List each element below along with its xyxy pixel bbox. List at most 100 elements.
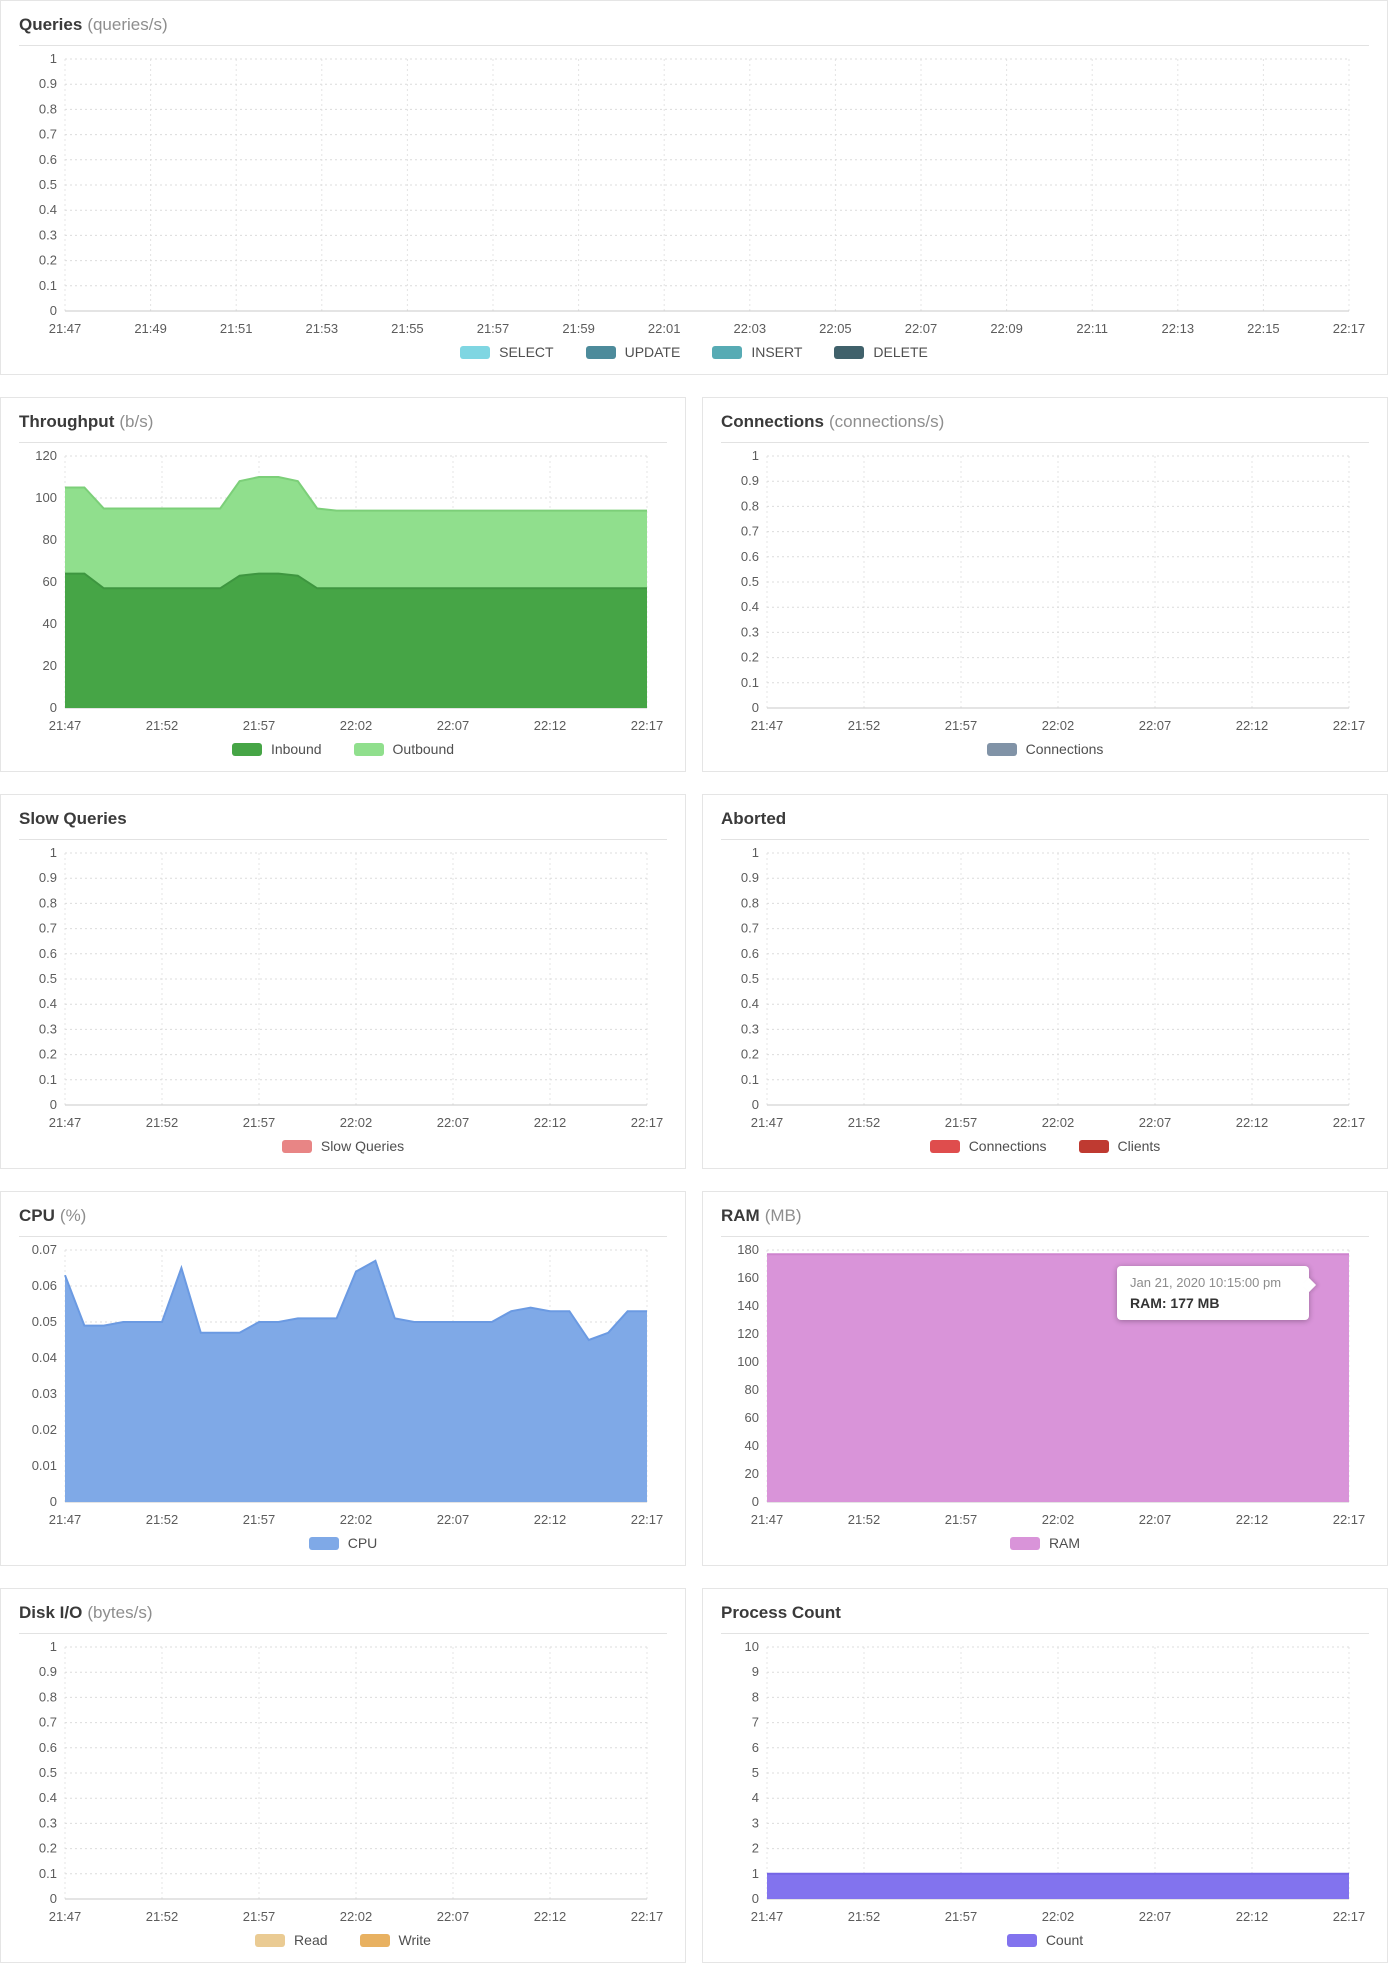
- y-axis-label: 0.1: [39, 1072, 57, 1087]
- queries-chart[interactable]: 21:47 21:49 21:51 21:53 21:55 21:57 21:59 22:01…: [19, 51, 1369, 341]
- y-axis-label: 0.3: [741, 1021, 759, 1036]
- y-axis-label: 2: [752, 1841, 759, 1856]
- y-axis-label: 0.2: [39, 1047, 57, 1062]
- legend-swatch-icon: [460, 345, 491, 359]
- x-axis-label: 21:57: [243, 1909, 276, 1924]
- queries-unit: (queries/s): [87, 15, 168, 34]
- panel-slow-queries: Slow Queries 21:47 21:52 21:57 22:02 22:07 22:…: [0, 794, 686, 1169]
- x-axis-label: 21:57: [243, 1512, 276, 1527]
- x-axis-label: 22:17: [631, 1909, 664, 1924]
- y-axis-label: 0.07: [32, 1242, 57, 1257]
- throughput-unit: (b/s): [119, 412, 154, 431]
- legend-item-delete[interactable]: DELETE: [834, 344, 928, 360]
- y-axis-label: 4: [752, 1790, 759, 1805]
- legend-label: Slow Queries: [320, 1138, 405, 1154]
- legend-item-slow-queries[interactable]: Slow Queries: [281, 1138, 405, 1154]
- x-axis-label: 22:13: [1162, 321, 1195, 336]
- x-axis-label: 21:57: [945, 1909, 978, 1924]
- x-axis-label: 21:47: [751, 1115, 784, 1130]
- y-axis-label: 0.3: [39, 1815, 57, 1830]
- legend-item-cpu[interactable]: CPU: [308, 1535, 378, 1551]
- x-axis-label: 22:12: [1236, 1512, 1269, 1527]
- y-axis-label: 100: [737, 1354, 759, 1369]
- ram-chart-area: 21:47 21:52 21:57 22:02 22:07 22:12 22:17 0 20 40…: [721, 1242, 1369, 1532]
- y-axis-label: 100: [35, 490, 57, 505]
- legend-label: SELECT: [499, 344, 554, 360]
- legend-item-insert[interactable]: INSERT: [712, 344, 802, 360]
- connections-chart[interactable]: 21:47 21:52 21:57 22:02 22:07 22:12 22:17 0 0.1 0…: [721, 448, 1369, 738]
- aborted-chart[interactable]: 21:47 21:52 21:57 22:02 22:07 22:12 22:17 0 0.1 0…: [721, 845, 1369, 1135]
- x-axis-label: 22:12: [1236, 1909, 1269, 1924]
- legend-swatch-icon: [308, 1536, 339, 1550]
- legend-swatch-icon: [929, 1139, 960, 1153]
- x-axis-label: 22:02: [340, 718, 373, 733]
- y-axis-label: 1: [50, 51, 57, 66]
- y-axis-label: 0: [50, 1494, 57, 1509]
- throughput-chart[interactable]: 21:47 21:52 21:57 22:02 22:07 22:12 22:17 0 20 40…: [19, 448, 667, 738]
- y-axis-label: 0: [50, 1097, 57, 1112]
- legend-item-ram[interactable]: RAM: [1009, 1535, 1081, 1551]
- x-axis-label: 22:07: [437, 1115, 470, 1130]
- legend-label: RAM: [1048, 1535, 1081, 1551]
- legend-item-connections[interactable]: Connections: [929, 1138, 1047, 1154]
- y-axis-label: 0: [50, 303, 57, 318]
- x-axis-label: 22:15: [1247, 321, 1280, 336]
- x-axis-label: 21:47: [49, 1909, 82, 1924]
- x-axis-label: 22:12: [534, 1909, 567, 1924]
- legend-item-connections[interactable]: Connections: [986, 741, 1103, 757]
- legend-label: DELETE: [873, 344, 928, 360]
- cpu-chart[interactable]: 21:47 21:52 21:57 22:02 22:07 22:12 22:17 0 0.01…: [19, 1242, 667, 1532]
- legend-item-update[interactable]: UPDATE: [585, 344, 680, 360]
- y-axis-label: 120: [737, 1326, 759, 1341]
- legend-label: Read: [294, 1932, 328, 1948]
- y-axis-label: 0.05: [32, 1314, 57, 1329]
- legend-swatch-icon: [281, 1139, 312, 1153]
- process-count-chart[interactable]: 21:47 21:52 21:57 22:02 22:07 22:12 22:17 0 1 2 3 4…: [721, 1639, 1369, 1929]
- legend-swatch-icon: [231, 742, 262, 756]
- y-axis-label: 0.6: [741, 946, 759, 961]
- ram-unit: (MB): [764, 1206, 802, 1225]
- legend-item-count[interactable]: Count: [1006, 1932, 1083, 1948]
- y-axis-label: 20: [43, 658, 57, 673]
- x-axis-label: 21:52: [146, 1115, 179, 1130]
- x-axis-label: 22:03: [734, 321, 767, 336]
- legend-label: CPU: [347, 1535, 378, 1551]
- process-count-chart-area: 21:47 21:52 21:57 22:02 22:07 22:12 22:17 0 1 2 3 4…: [721, 1639, 1369, 1929]
- process-count-legend: Count: [721, 1929, 1369, 1954]
- cpu-title-row: CPU (%): [19, 1204, 667, 1237]
- aborted-legend: Connections Clients: [721, 1135, 1369, 1160]
- outbound-line: [65, 476, 647, 512]
- x-axis-label: 22:07: [437, 1909, 470, 1924]
- disk-io-chart[interactable]: 21:47 21:52 21:57 22:02 22:07 22:12 22:17 0 0.1 0…: [19, 1639, 667, 1929]
- legend-label: Connections: [968, 1138, 1047, 1154]
- y-axis-label: 0: [752, 1097, 759, 1112]
- x-axis-label: 22:01: [648, 321, 681, 336]
- y-axis-label: 1: [50, 845, 57, 860]
- aborted-chart-area: 21:47 21:52 21:57 22:02 22:07 22:12 22:17 0 0.1 0…: [721, 845, 1369, 1135]
- x-axis-label: 21:47: [751, 1909, 784, 1924]
- legend-item-clients[interactable]: Clients: [1078, 1138, 1160, 1154]
- x-axis-label: 22:02: [1042, 1909, 1075, 1924]
- y-axis-label: 0.8: [39, 101, 57, 116]
- x-axis-label: 22:17: [1333, 1115, 1366, 1130]
- x-axis-label: 21:57: [243, 1115, 276, 1130]
- y-axis-label: 0.2: [39, 1841, 57, 1856]
- x-axis-label: 22:07: [437, 1512, 470, 1527]
- x-axis-label: 22:02: [1042, 1115, 1075, 1130]
- x-axis-label: 22:17: [1333, 1909, 1366, 1924]
- legend-item-outbound[interactable]: Outbound: [353, 741, 454, 757]
- y-axis-label: 160: [737, 1270, 759, 1285]
- y-axis-label: 0.7: [741, 524, 759, 539]
- legend-item-write[interactable]: Write: [359, 1932, 431, 1948]
- legend-item-select[interactable]: SELECT: [460, 344, 554, 360]
- y-axis-label: 0.9: [39, 870, 57, 885]
- y-axis-label: 0: [752, 1494, 759, 1509]
- x-axis-label: 22:07: [437, 718, 470, 733]
- y-axis-label: 40: [745, 1438, 759, 1453]
- legend-item-inbound[interactable]: Inbound: [231, 741, 322, 757]
- inbound-area: [65, 573, 647, 708]
- legend-item-read[interactable]: Read: [255, 1932, 328, 1948]
- slow-queries-chart[interactable]: 21:47 21:52 21:57 22:02 22:07 22:12 22:17 0 0.1 0…: [19, 845, 667, 1135]
- y-axis-label: 1: [752, 845, 759, 860]
- y-axis-label: 6: [752, 1740, 759, 1755]
